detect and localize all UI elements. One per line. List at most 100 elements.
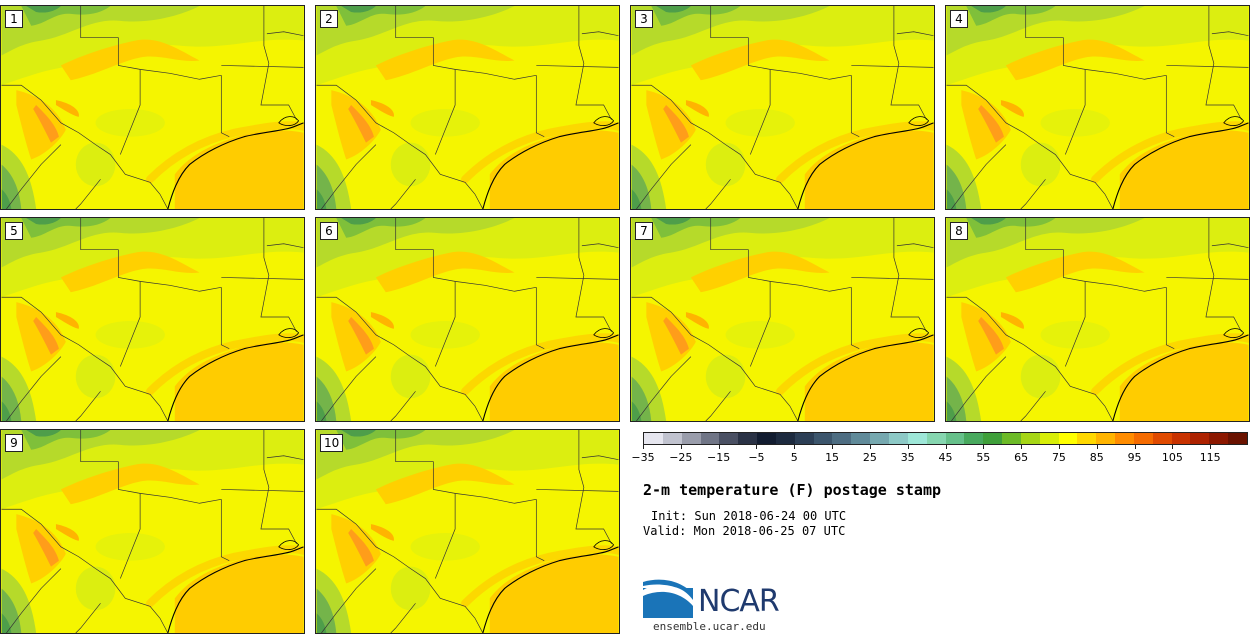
init-time: Init: Sun 2018-06-24 00 UTC [651, 509, 847, 523]
colorbar-tick [983, 445, 985, 449]
colorbar-swatch [813, 433, 833, 444]
colorbar-swatch [644, 433, 663, 444]
site-url: ensemble.ucar.edu [653, 620, 766, 633]
colorbar-swatch [1077, 433, 1097, 444]
colorbar-swatch [945, 433, 965, 444]
colorbar-swatch [700, 433, 720, 444]
colorbar-swatch [1228, 433, 1247, 444]
chart-title: 2-m temperature (F) postage stamp [643, 481, 942, 499]
colorbar-tick [794, 445, 796, 449]
temperature-colorbar [643, 432, 1248, 445]
colorbar-tick [1096, 445, 1098, 449]
colorbar-tick [832, 445, 834, 449]
map-panel-4: 4 [945, 5, 1250, 210]
colorbar-swatch [1190, 433, 1210, 444]
colorbar-tick [945, 445, 947, 449]
colorbar-tick-label: 85 [1089, 451, 1104, 464]
colorbar-swatch [870, 433, 889, 444]
colorbar-tick [1134, 445, 1136, 449]
colorbar-ticks: −35 −25 −15 −5 5 15 25 35 45 55 65 75 85 95 105 115 [631, 445, 1248, 467]
colorbar-tick [1210, 445, 1212, 449]
colorbar-tick [907, 445, 909, 449]
colorbar-swatch [1115, 433, 1134, 444]
colorbar-tick [756, 445, 758, 449]
colorbar-tick [680, 445, 682, 449]
temperature-map [1, 430, 304, 633]
colorbar-tick [1058, 445, 1060, 449]
colorbar-tick-label: 115 [1199, 451, 1221, 464]
colorbar-swatch [1039, 433, 1059, 444]
map-panel-8: 8 [945, 217, 1250, 422]
panel-number: 7 [635, 222, 653, 240]
colorbar-swatch [1133, 433, 1153, 444]
colorbar-tick-label: 105 [1161, 451, 1183, 464]
map-panel-3: 3 [630, 5, 935, 210]
panel-number: 5 [5, 222, 23, 240]
colorbar-swatch [775, 433, 795, 444]
ncar-logo-icon [643, 579, 693, 618]
colorbar-swatch [1058, 433, 1078, 444]
colorbar-tick [869, 445, 871, 449]
temperature-map [316, 218, 619, 421]
temperature-map [946, 218, 1249, 421]
temperature-map [946, 6, 1249, 209]
colorbar-tick-label: −35 [631, 451, 655, 464]
colorbar-swatch [794, 433, 814, 444]
panel-number: 9 [5, 434, 23, 452]
map-panel-1: 1 [0, 5, 305, 210]
colorbar-swatch [983, 433, 1003, 444]
temperature-map [631, 218, 934, 421]
colorbar-swatch [1020, 433, 1040, 444]
colorbar-tick-label: 55 [976, 451, 991, 464]
map-panel-10: 10 [315, 429, 620, 634]
temperature-map [631, 6, 934, 209]
colorbar-tick [1021, 445, 1023, 449]
map-panel-5: 5 [0, 217, 305, 422]
panel-number: 6 [320, 222, 338, 240]
colorbar-swatch [888, 433, 908, 444]
colorbar-tick-label: 25 [862, 451, 877, 464]
colorbar-swatch [1171, 433, 1191, 444]
panel-number: 2 [320, 10, 338, 28]
colorbar-tick-label: 65 [1014, 451, 1029, 464]
colorbar-tick [1172, 445, 1174, 449]
colorbar-swatch [832, 433, 852, 444]
colorbar-swatch [1096, 433, 1116, 444]
colorbar-tick-label: −5 [748, 451, 765, 464]
valid-time: Valid: Mon 2018-06-25 07 UTC [643, 524, 846, 538]
temperature-map [1, 6, 304, 209]
colorbar-swatch [964, 433, 984, 444]
temperature-map [316, 430, 619, 633]
map-panel-2: 2 [315, 5, 620, 210]
logo-text: NCAR [698, 584, 780, 619]
colorbar-tick-label: −25 [669, 451, 693, 464]
colorbar-tick-label: 15 [825, 451, 840, 464]
colorbar-tick-label: 35 [900, 451, 915, 464]
colorbar-tick-label: 75 [1051, 451, 1066, 464]
colorbar-swatch [681, 433, 701, 444]
colorbar-tick-label: 95 [1127, 451, 1142, 464]
colorbar-swatch [851, 433, 871, 444]
colorbar-swatch [738, 433, 758, 444]
map-panel-7: 7 [630, 217, 935, 422]
colorbar-swatch [907, 433, 927, 444]
panel-number: 8 [950, 222, 968, 240]
map-panel-9: 9 [0, 429, 305, 634]
colorbar-swatch [1002, 433, 1021, 444]
panel-number: 10 [320, 434, 344, 452]
panel-number: 1 [5, 10, 23, 28]
panel-number: 3 [635, 10, 653, 28]
colorbar-tick [718, 445, 720, 449]
colorbar-swatch [757, 433, 776, 444]
temperature-map [1, 218, 304, 421]
map-panel-6: 6 [315, 217, 620, 422]
panel-number: 4 [950, 10, 968, 28]
colorbar-swatch [662, 433, 682, 444]
colorbar-tick [643, 445, 644, 449]
colorbar-tick-label: 45 [938, 451, 953, 464]
colorbar-swatch [1152, 433, 1172, 444]
colorbar-swatch [719, 433, 739, 444]
colorbar-tick-label: −15 [707, 451, 731, 464]
colorbar-tick-label: 5 [790, 451, 798, 464]
colorbar-swatch [1209, 433, 1229, 444]
